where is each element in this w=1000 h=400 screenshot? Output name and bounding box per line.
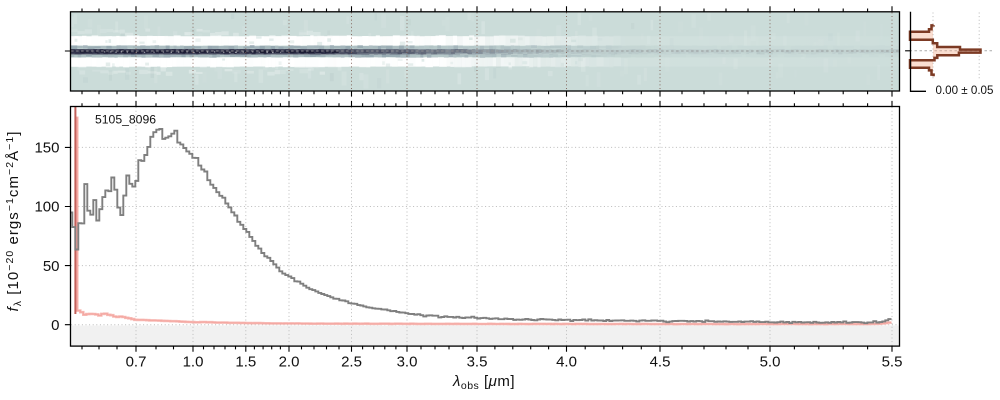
svg-text:1.5: 1.5	[235, 354, 256, 371]
svg-text:5.5: 5.5	[882, 354, 903, 371]
svg-text:2.0: 2.0	[279, 354, 300, 371]
svg-text:5105_8096: 5105_8096	[95, 113, 156, 127]
svg-text:50: 50	[43, 258, 60, 275]
svg-text:0: 0	[51, 317, 59, 334]
svg-text:100: 100	[34, 199, 59, 216]
svg-text:0.00 ± 0.05: 0.00 ± 0.05	[936, 84, 994, 97]
svg-text:150: 150	[34, 140, 59, 157]
svg-text:3.0: 3.0	[397, 354, 418, 371]
svg-text:3.5: 3.5	[467, 354, 488, 371]
svg-text:4.5: 4.5	[650, 354, 671, 371]
svg-text:fλ [10−20 ergs−1cm−2Å−1]: fλ [10−20 ergs−1cm−2Å−1]	[4, 131, 24, 312]
svg-text:0.7: 0.7	[126, 354, 147, 371]
svg-text:1.0: 1.0	[183, 354, 204, 371]
svg-text:5.0: 5.0	[760, 354, 781, 371]
svg-text:4.0: 4.0	[556, 354, 577, 371]
svg-text:2.5: 2.5	[341, 354, 362, 371]
